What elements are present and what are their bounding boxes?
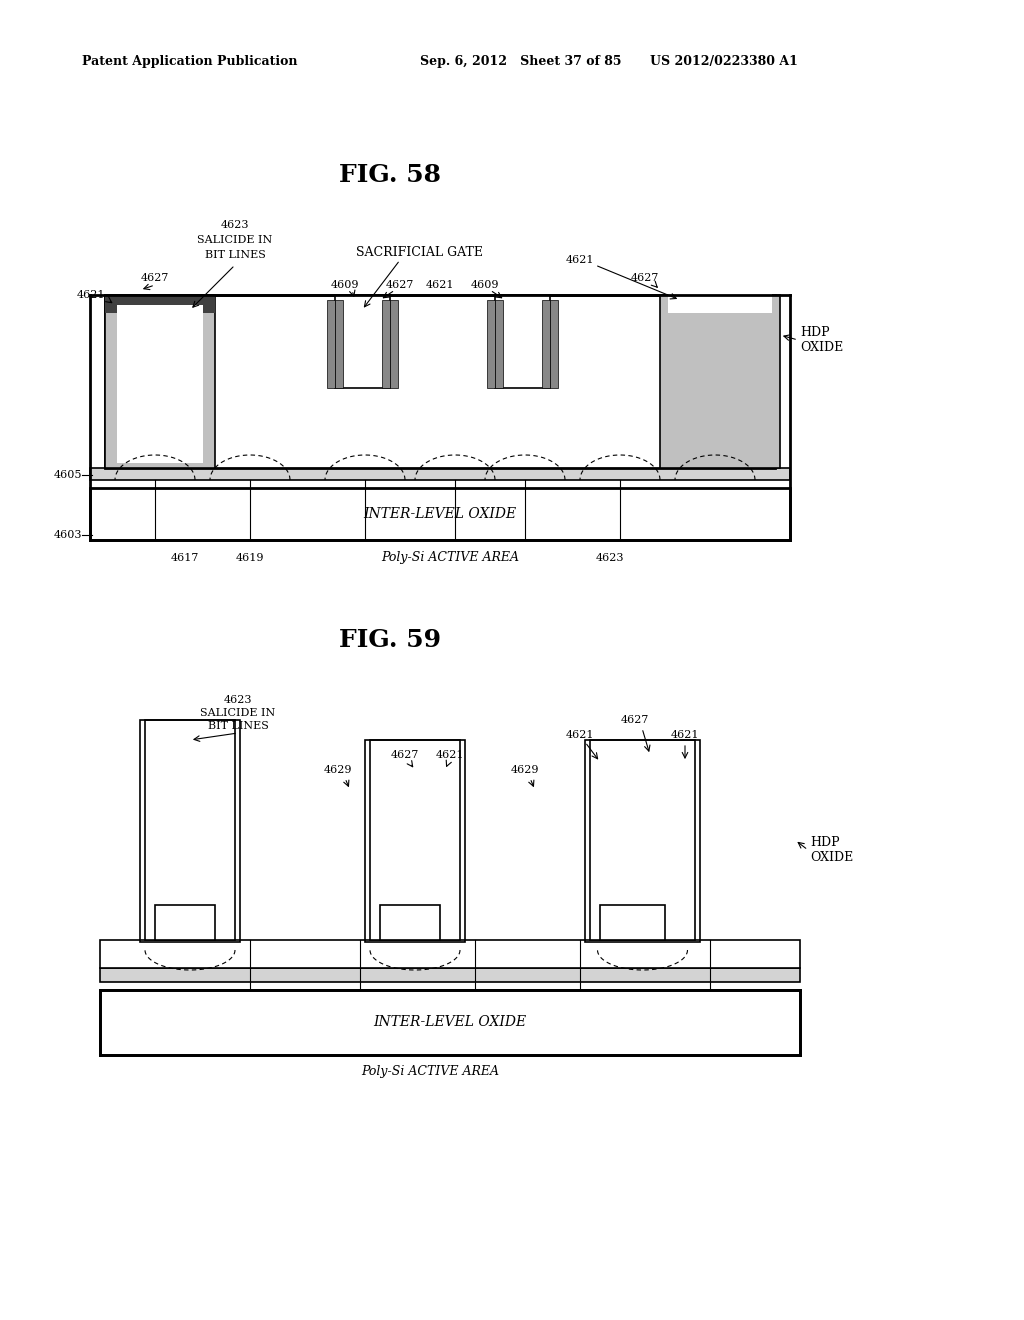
Text: HDP
OXIDE: HDP OXIDE [800, 326, 843, 354]
Text: 4627: 4627 [631, 273, 659, 282]
Text: 4627: 4627 [621, 715, 649, 725]
Text: 4621: 4621 [671, 730, 699, 741]
Text: INTER-LEVEL OXIDE: INTER-LEVEL OXIDE [364, 507, 516, 521]
FancyBboxPatch shape [90, 488, 790, 540]
Text: 4621: 4621 [565, 255, 594, 265]
FancyBboxPatch shape [100, 990, 800, 1055]
FancyBboxPatch shape [487, 300, 495, 388]
Text: 4621: 4621 [426, 280, 455, 290]
FancyBboxPatch shape [380, 906, 440, 940]
Text: 4629: 4629 [324, 766, 352, 775]
Text: 4621: 4621 [77, 290, 105, 300]
Text: 4603: 4603 [53, 531, 82, 540]
Text: INTER-LEVEL OXIDE: INTER-LEVEL OXIDE [374, 1015, 526, 1030]
Text: 4609: 4609 [471, 280, 500, 290]
Text: 4605: 4605 [53, 470, 82, 480]
FancyBboxPatch shape [100, 940, 800, 968]
FancyBboxPatch shape [660, 294, 780, 469]
FancyBboxPatch shape [105, 294, 215, 313]
FancyBboxPatch shape [390, 300, 398, 388]
FancyBboxPatch shape [117, 305, 203, 463]
Text: Poly-Si ACTIVE AREA: Poly-Si ACTIVE AREA [381, 552, 519, 565]
FancyBboxPatch shape [542, 300, 550, 388]
FancyBboxPatch shape [105, 294, 775, 469]
Text: US 2012/0223380 A1: US 2012/0223380 A1 [650, 55, 798, 69]
Text: SALICIDE IN: SALICIDE IN [201, 708, 275, 718]
Text: BIT LINES: BIT LINES [205, 249, 265, 260]
FancyBboxPatch shape [335, 300, 343, 388]
Text: Sep. 6, 2012   Sheet 37 of 85: Sep. 6, 2012 Sheet 37 of 85 [420, 55, 622, 69]
Text: Poly-Si ACTIVE AREA: Poly-Si ACTIVE AREA [361, 1065, 499, 1078]
Text: Patent Application Publication: Patent Application Publication [82, 55, 298, 69]
Text: 4621: 4621 [436, 750, 464, 760]
Text: 4623: 4623 [224, 696, 252, 705]
Text: SACRIFICIAL GATE: SACRIFICIAL GATE [356, 247, 483, 260]
Text: 4627: 4627 [391, 750, 419, 760]
Text: 4623: 4623 [596, 553, 625, 564]
FancyBboxPatch shape [382, 300, 390, 388]
Text: SALICIDE IN: SALICIDE IN [198, 235, 272, 246]
FancyBboxPatch shape [370, 741, 460, 940]
Text: 4629: 4629 [511, 766, 540, 775]
FancyBboxPatch shape [327, 300, 335, 388]
FancyBboxPatch shape [155, 906, 215, 940]
Text: 4621: 4621 [565, 730, 594, 741]
Text: HDP
OXIDE: HDP OXIDE [810, 836, 853, 865]
Text: BIT LINES: BIT LINES [208, 721, 268, 731]
FancyBboxPatch shape [668, 160, 772, 313]
FancyBboxPatch shape [600, 906, 665, 940]
Text: 4623: 4623 [221, 220, 249, 230]
FancyBboxPatch shape [100, 968, 800, 982]
FancyBboxPatch shape [335, 294, 390, 388]
FancyBboxPatch shape [550, 300, 558, 388]
FancyBboxPatch shape [495, 294, 550, 388]
Text: 4627: 4627 [386, 280, 414, 290]
Text: 4617: 4617 [171, 553, 200, 564]
FancyBboxPatch shape [90, 469, 790, 480]
Text: 4627: 4627 [141, 273, 169, 282]
Text: FIG. 58: FIG. 58 [339, 162, 441, 187]
Text: 4609: 4609 [331, 280, 359, 290]
FancyBboxPatch shape [145, 719, 234, 940]
FancyBboxPatch shape [495, 300, 503, 388]
Text: 4619: 4619 [236, 553, 264, 564]
FancyBboxPatch shape [590, 741, 695, 940]
Text: FIG. 59: FIG. 59 [339, 628, 441, 652]
FancyBboxPatch shape [105, 294, 215, 469]
